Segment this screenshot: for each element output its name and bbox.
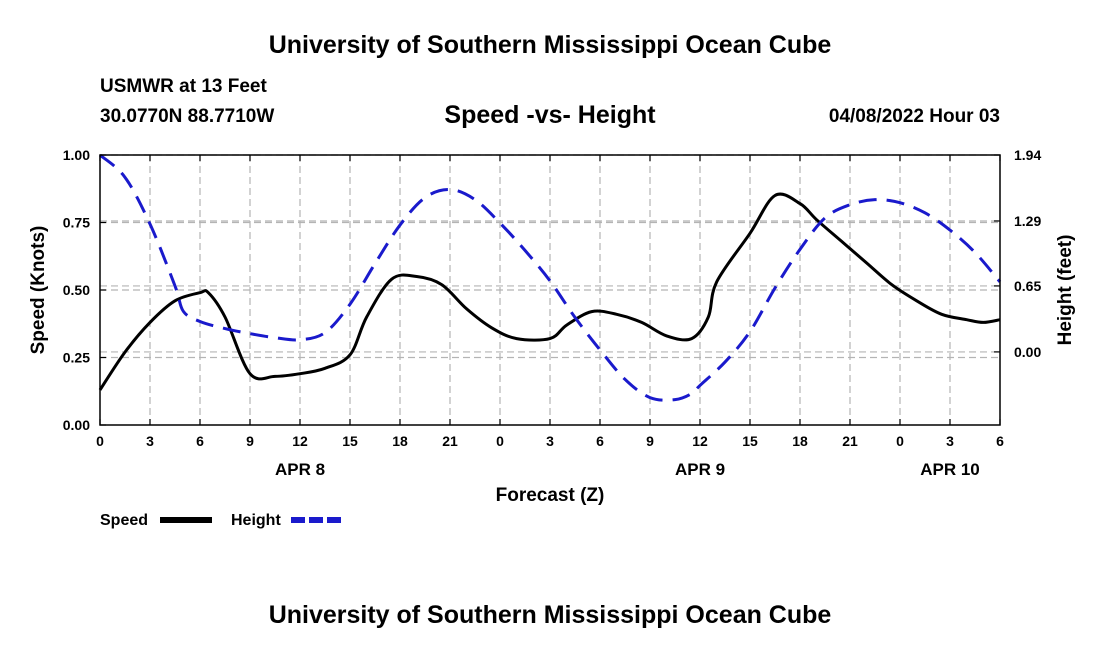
y-tick-label: 0.00 (63, 417, 90, 433)
y2-axis-label: Height (feet) (1055, 235, 1076, 346)
axis-labels: 0 3 6 9 12 15 18 21 0 3 6 9 12 15 18 21 0 3 6 0.00 0.25 0.50 0… (28, 147, 1076, 506)
date-label: APR 8 (275, 460, 325, 479)
grid (100, 154, 1000, 425)
x-tick-label: 6 (996, 433, 1004, 449)
x-tick-label: 12 (692, 433, 708, 449)
date-label: APR 10 (920, 460, 980, 479)
series-line-speed (98, 192, 1001, 391)
y2-tick-label: 0.00 (1014, 344, 1041, 360)
y2-tick-label: 1.29 (1014, 213, 1041, 229)
y-tick-label: 1.00 (63, 147, 90, 163)
y-tick-label: 0.75 (63, 215, 90, 231)
x-tick-label: 6 (596, 433, 604, 449)
y2-tick-label: 0.65 (1014, 278, 1041, 294)
y-tick-label: 0.50 (63, 282, 90, 298)
legend: Speed Height (100, 512, 343, 529)
date-label: APR 9 (675, 460, 725, 479)
bottom-title: University of Southern Mississippi Ocean… (268, 601, 832, 629)
x-tick-label: 0 (496, 433, 504, 449)
x-tick-label: 6 (196, 433, 204, 449)
y-axis-label: Speed (Knots) (28, 226, 49, 355)
x-tick-label: 15 (742, 433, 758, 449)
legend-label-height: Height (231, 512, 281, 529)
x-tick-label: 9 (646, 433, 654, 449)
x-tick-label: 21 (842, 433, 858, 449)
y2-tick-label: 1.94 (1014, 147, 1041, 163)
x-tick-label: 3 (546, 433, 554, 449)
x-tick-label: 12 (292, 433, 308, 449)
top-title: University of Southern Mississippi Ocean… (268, 31, 832, 59)
x-tick-label: 0 (96, 433, 104, 449)
chart-title: Speed -vs- Height (444, 101, 656, 129)
station-label: USMWR at 13 Feet (100, 76, 267, 97)
axis-ticks (99, 154, 1001, 426)
x-tick-label: 0 (896, 433, 904, 449)
x-tick-label: 3 (146, 433, 154, 449)
x-tick-label: 21 (442, 433, 458, 449)
x-tick-label: 3 (946, 433, 954, 449)
series-line-height (99, 153, 1002, 402)
x-tick-label: 18 (392, 433, 408, 449)
date-label: 04/08/2022 Hour 03 (828, 106, 1000, 127)
y-tick-label: 0.25 (63, 350, 90, 366)
x-tick-label: 18 (792, 433, 808, 449)
coordinates-label: 30.0770N 88.7710W (100, 106, 275, 127)
series-lines (98, 153, 1002, 402)
x-tick-label: 15 (342, 433, 358, 449)
x-axis-label: Forecast (Z) (496, 485, 605, 506)
x-tick-label: 9 (246, 433, 254, 449)
legend-label-speed: Speed (100, 512, 148, 529)
